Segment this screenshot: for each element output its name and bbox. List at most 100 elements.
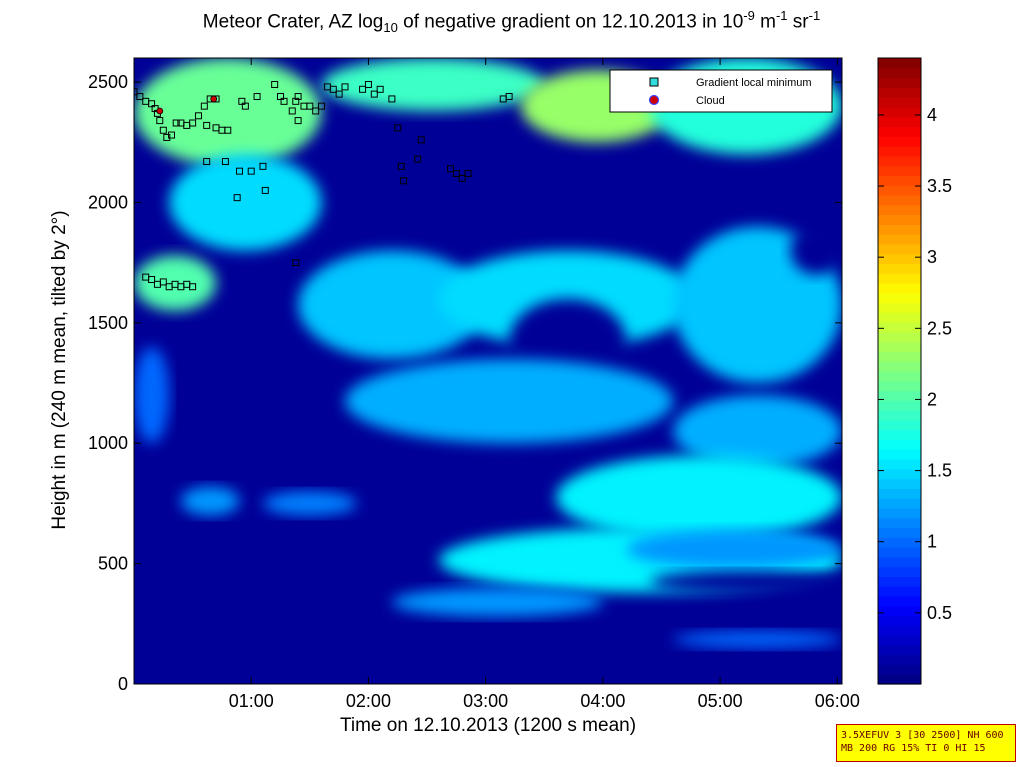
colorbar-segment (878, 126, 921, 137)
gradient-minimum-marker (277, 93, 285, 101)
colorbar-segment (878, 449, 921, 460)
heatmap-cell (555, 455, 842, 540)
colorbar-segment (878, 214, 921, 225)
gradient-minimum-marker (280, 97, 288, 105)
colorbar-segment (878, 165, 921, 176)
colorbar-segment (878, 273, 921, 284)
colorbar-segment (878, 292, 921, 304)
heatmap-cell (790, 226, 842, 275)
legend-label: Gradient local minimum (696, 77, 812, 89)
gradient-minimum-marker (253, 93, 261, 101)
title-text-1: Meteor Crater, AZ log (202, 11, 384, 33)
colorbar-segment (878, 77, 921, 88)
colorbar-segment (878, 175, 921, 186)
info-box: 3.5XEFUV 3 [30 2500] NH 600 MB 200 RG 15… (836, 724, 1016, 762)
colorbar-segment (878, 243, 921, 255)
colorbar-segment (878, 312, 921, 323)
title-superscript-2: -1 (775, 8, 788, 23)
gradient-minimum-marker (292, 97, 300, 105)
legend-box (609, 69, 833, 113)
heatmap-cell (673, 395, 842, 468)
cloud-marker (156, 107, 164, 115)
gradient-minimum-marker (221, 158, 229, 166)
gradient-minimum-marker (397, 162, 405, 170)
colorbar-segment (878, 537, 921, 548)
gradient-minimum-marker (189, 283, 197, 291)
colorbar-segment (878, 459, 921, 470)
gradient-minimum-marker (168, 131, 176, 139)
title-text-3: m (754, 11, 776, 33)
colorbar-segment (878, 605, 921, 617)
colorbar-segment (878, 419, 921, 431)
heatmap-cell (344, 358, 674, 444)
gradient-minimum-marker (464, 170, 472, 178)
colorbar-segment (878, 341, 921, 353)
heatmap-cell (180, 486, 240, 516)
colorbar-segment (878, 547, 921, 558)
gradient-minimum-marker (505, 93, 513, 101)
colorbar-segment (878, 586, 921, 597)
title-text-4: sr (787, 11, 809, 33)
gradient-minimum-marker (329, 85, 337, 93)
title-superscript-3: -1 (808, 8, 821, 23)
gradient-minimum-marker (446, 165, 454, 173)
gradient-minimum-marker (200, 102, 208, 110)
gradient-minimum-marker (136, 93, 144, 101)
gradient-minimum-marker (288, 107, 296, 115)
heatmap-cell (134, 346, 170, 444)
colorbar-frame (877, 57, 922, 685)
gradient-minimum-marker (261, 186, 269, 194)
colorbar-segment (878, 556, 921, 568)
plot-frame (133, 57, 843, 685)
y-tick-label: 2000 (88, 192, 128, 212)
gradient-minimum-marker (370, 90, 378, 98)
colorbar-segment (878, 635, 921, 646)
gradient-minimum-marker (394, 124, 402, 132)
colorbar-segment (878, 58, 921, 69)
colorbar-segment (878, 146, 921, 157)
gradient-minimum-marker (233, 194, 241, 202)
x-tick-label: 05:00 (698, 691, 743, 711)
colorbar-segment (878, 478, 921, 489)
y-tick-label: 0 (118, 674, 128, 694)
colorbar-segment (878, 400, 921, 411)
gradient-minimum-marker (194, 112, 202, 120)
colorbar-segment (878, 204, 921, 216)
colorbar-segment (878, 253, 921, 265)
colorbar-segment (878, 185, 921, 196)
gradient-minimum-marker (148, 276, 156, 284)
heatmap-cell (673, 631, 842, 648)
y-tick-label: 2500 (88, 72, 128, 92)
colorbar-segment (878, 380, 921, 392)
colorbar-tick-label: 3 (927, 247, 937, 267)
heatmap-cell (626, 529, 842, 569)
gradient-minimum-marker (364, 80, 372, 88)
colorbar-segment (878, 595, 921, 607)
colorbar-tick-label: 4 (927, 105, 937, 125)
gradient-minimum-marker (400, 177, 408, 185)
legend-label: Cloud (696, 95, 725, 107)
gradient-minimum-marker (312, 107, 320, 115)
colorbar-segment (878, 488, 921, 499)
y-tick-label: 500 (98, 554, 128, 574)
colorbar-segment (878, 674, 921, 685)
gradient-minimum-marker (376, 85, 384, 93)
colorbar-segment (878, 507, 921, 519)
colorbar-segment (878, 136, 921, 147)
heatmap-cell (169, 154, 322, 251)
colorbar-segment (878, 371, 921, 382)
gradient-minimum-marker (359, 85, 367, 93)
gradient-minimum-marker (388, 95, 396, 103)
gradient-minimum-marker (271, 80, 279, 88)
colorbar-segment (878, 116, 921, 128)
heatmap-cell (321, 58, 545, 111)
gradient-minimum-marker (156, 117, 164, 125)
gradient-minimum-marker (292, 259, 300, 267)
gradient-minimum-marker (224, 126, 232, 134)
heatmap-cell (391, 587, 603, 617)
colorbar-segment (878, 429, 921, 441)
colorbar-segment (878, 194, 921, 206)
colorbar-segment (878, 97, 921, 108)
y-axis-label: Height in m (240 m mean, tilted by 2°) (49, 210, 70, 530)
colorbar-segment (878, 664, 921, 675)
